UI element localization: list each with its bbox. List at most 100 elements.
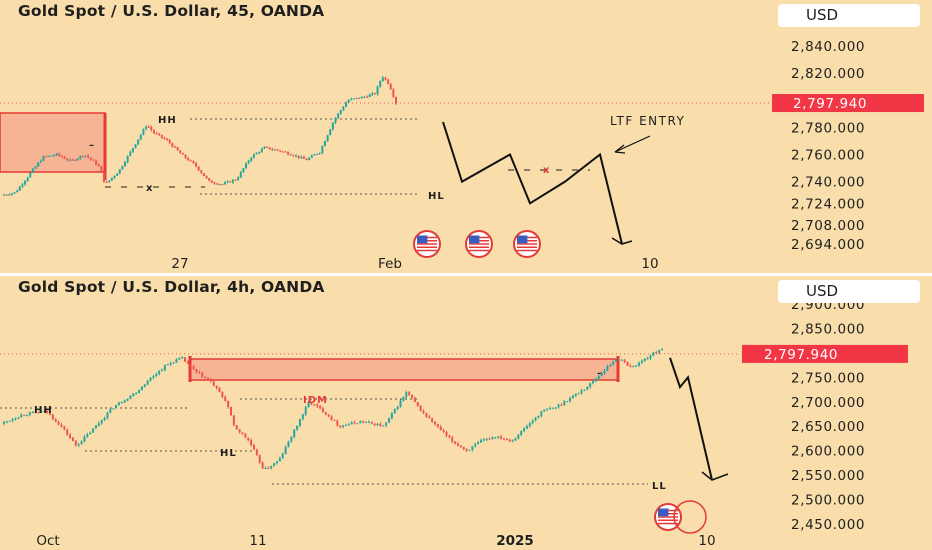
candle-body (77, 444, 80, 446)
candle-body (363, 96, 366, 98)
candle-body (640, 360, 643, 363)
candle-body (305, 158, 308, 161)
candle-body (313, 154, 316, 156)
candle-body (360, 96, 363, 99)
candle-body (18, 186, 21, 191)
candle-body (295, 155, 298, 157)
candle-body (431, 418, 434, 422)
candle-body (124, 162, 127, 167)
top-chart-pane[interactable]: 2,840.000 2,820.000 2,780.000 2,760.000 2,74… (0, 0, 932, 274)
projection-path (442, 121, 623, 245)
candle-body (235, 425, 238, 430)
candle-body (245, 163, 248, 169)
candle-body (92, 159, 95, 161)
price-tag-bg (772, 94, 924, 113)
candle-body (635, 365, 638, 367)
candle-body (195, 369, 198, 373)
candle-body (120, 402, 123, 404)
pane-divider[interactable] (0, 273, 932, 276)
candle-body (402, 396, 405, 401)
candle-body (442, 430, 445, 432)
candle-body (118, 169, 121, 174)
price-tag-bg (742, 344, 908, 363)
candle-body (537, 415, 540, 418)
candle-body (227, 400, 230, 408)
candle-body (413, 397, 416, 403)
candle-body (395, 96, 397, 104)
x-tick-label: 10 (641, 256, 658, 272)
candle-body (105, 181, 108, 183)
bottom-chart-pane[interactable]: 2,900.000 2,850.000 2,750.000 2,700.000 2,65… (0, 276, 932, 550)
candle-body (334, 118, 337, 123)
candle-body (71, 437, 74, 441)
current-price-label: 2,797.940 (793, 96, 867, 112)
candle-body (43, 410, 46, 412)
candle-body (396, 406, 399, 410)
candle-body (580, 390, 583, 394)
candle-body (34, 166, 37, 169)
candle-body (297, 155, 300, 158)
candle-body (138, 390, 141, 394)
candle-body (494, 437, 497, 439)
candle-body (606, 366, 609, 371)
candle-body (658, 350, 661, 353)
candle-body (287, 152, 290, 155)
flag-canton (417, 235, 428, 244)
candle-body (37, 412, 40, 414)
candle-body (566, 401, 569, 403)
candle-body (385, 422, 388, 426)
candle-body (17, 417, 20, 419)
candle-body (140, 386, 143, 391)
candle-body (411, 394, 414, 398)
candle-body (543, 410, 546, 412)
candle-body (603, 370, 606, 374)
candle-body (100, 166, 103, 173)
bottom-chart-canvas[interactable]: 2,900.0002,850.0002,750.0002,700.0002,65… (0, 276, 932, 550)
candle-body (110, 177, 113, 181)
candle-body (514, 438, 517, 441)
candle-body (255, 152, 258, 155)
candle-body (83, 436, 86, 442)
x-tick-label: 2025 (496, 533, 534, 549)
candle-body (8, 420, 11, 422)
candle-body (89, 157, 92, 160)
top-currency-button[interactable]: USD (778, 4, 920, 27)
candle-body (505, 438, 508, 440)
candle-body (310, 402, 313, 405)
annotation-ltf-x: x (543, 165, 550, 176)
y-tick-label: 2,600.000 (791, 444, 865, 460)
candle-body (525, 426, 528, 429)
candle-body (87, 155, 90, 158)
candle-body (502, 438, 505, 440)
candle-body (477, 442, 480, 445)
candle-body (508, 439, 511, 442)
candle-body (546, 409, 549, 411)
zone-mark: – (89, 140, 95, 151)
candle-body (652, 352, 655, 356)
bottom-currency-button[interactable]: USD (778, 280, 920, 303)
candle-body (229, 181, 232, 183)
candle-body (69, 434, 72, 438)
candle-body (221, 184, 224, 186)
candle-body (145, 126, 148, 130)
candle-body (344, 425, 347, 427)
candle-body (131, 148, 134, 152)
annotation-hl: HL (428, 191, 445, 202)
candle-body (623, 359, 626, 363)
candle-body (264, 468, 267, 470)
y-tick-label: 2,780.000 (791, 120, 865, 136)
candle-body (531, 420, 534, 424)
top-chart-canvas[interactable]: 2,840.000 2,820.000 2,780.000 2,760.000 2,74… (0, 0, 932, 274)
candle-body (50, 155, 53, 157)
y-tick-label: 2,850.000 (791, 321, 865, 337)
candle-body (52, 155, 55, 157)
candle-body (137, 139, 140, 145)
candle-body (629, 365, 632, 368)
candle-body (324, 411, 327, 415)
candle-body (358, 97, 361, 99)
candle-body (468, 449, 471, 451)
candle-body (434, 421, 437, 425)
candle-body (279, 150, 282, 152)
candle-body (76, 158, 79, 161)
candle-body (143, 384, 146, 387)
